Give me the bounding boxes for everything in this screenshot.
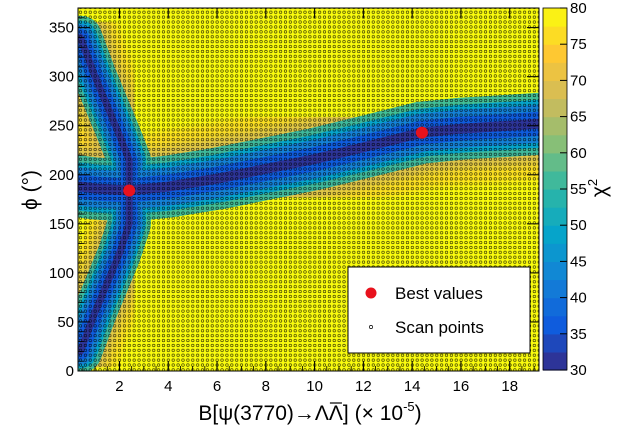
x-tick-label: 12 [355, 378, 372, 395]
colorbar-segment [543, 315, 567, 335]
colorbar-tick-label: 70 [570, 72, 587, 89]
colorbar-segment [543, 170, 567, 190]
colorbar-segment [543, 26, 567, 45]
y-tick-label: 350 [49, 20, 74, 37]
y-tick-label: 250 [49, 118, 74, 135]
y-tick-label: 200 [49, 167, 74, 184]
x-axis-title-main: B[ψ(3770)→ΛΛ] (× 10 [198, 402, 403, 425]
colorbar-segment [543, 351, 567, 371]
colorbar-tick-label: 35 [570, 326, 587, 343]
colorbar-tick-label: 45 [570, 253, 587, 270]
x-tick-label: 14 [404, 378, 421, 395]
colorbar [542, 7, 568, 371]
y-tick-label: 150 [49, 216, 74, 233]
x-tick-label: 4 [164, 378, 172, 395]
legend: Best values Scan points [347, 266, 531, 354]
colorbar-segment [543, 297, 567, 317]
x-tick-label: 10 [306, 378, 323, 395]
y-axis-title: ϕ (°) [19, 170, 42, 210]
x-tick-label: 18 [501, 378, 518, 395]
colorbar-segment [543, 80, 567, 100]
colorbar-axis: 30 35 40 45 50 55 60 65 70 75 80 [560, 0, 587, 379]
x-axis-title-close: ) [415, 402, 422, 425]
colorbar-title: χ2 [585, 179, 611, 197]
x-axis-title: B[ψ(3770)→ΛΛ] (× 10-5) [198, 399, 421, 425]
legend-best-label: Best values [395, 284, 483, 303]
colorbar-title-exponent: 2 [585, 179, 600, 186]
x-tick-label: 6 [213, 378, 221, 395]
colorbar-tick-label: 65 [570, 109, 587, 126]
colorbar-segment [543, 116, 567, 136]
legend-box [347, 266, 531, 354]
colorbar-segment [543, 134, 567, 154]
colorbar-tick-label: 80 [570, 0, 587, 17]
colorbar-tick-label: 30 [570, 362, 587, 379]
colorbar-segment [543, 98, 567, 118]
colorbar-segment [543, 207, 567, 226]
colorbar-segment [543, 152, 567, 172]
colorbar-segment [543, 333, 567, 353]
colorbar-tick-label: 75 [570, 36, 587, 53]
colorbar-segment [543, 62, 567, 81]
colorbar-segment [543, 279, 567, 299]
legend-best-marker [365, 287, 377, 299]
y-tick-label: 300 [49, 69, 74, 86]
colorbar-tick-label: 40 [570, 290, 587, 307]
y-tick-label: 0 [66, 363, 74, 380]
plot-frame [77, 7, 540, 372]
colorbar-tick-label: 50 [570, 217, 587, 234]
x-axis-title-exponent: -5 [403, 399, 415, 414]
x-axis: 2 4 6 8 10 12 14 16 18 [82, 8, 535, 395]
colorbar-segment [543, 225, 567, 244]
x-tick-label: 16 [453, 378, 470, 395]
colorbar-segment [543, 261, 567, 281]
best-values-layer [123, 126, 428, 197]
colorbar-segment [543, 189, 567, 208]
best-value-point-0 [123, 184, 136, 197]
colorbar-segment [543, 44, 567, 63]
legend-scan-label: Scan points [395, 318, 484, 337]
colorbar-title-base: χ [588, 186, 611, 197]
colorbar-tick-label: 55 [570, 181, 587, 198]
y-axis: 0 50 100 150 200 250 300 350 [49, 17, 539, 380]
colorbar-segment [543, 243, 567, 262]
best-value-point-1 [415, 126, 428, 139]
colorbar-segment [543, 8, 567, 27]
plot-area [78, 8, 539, 371]
legend-scan-marker [369, 325, 373, 329]
colorbar-tick-label: 60 [570, 145, 587, 162]
x-tick-label: 8 [262, 378, 270, 395]
x-tick-label: 2 [115, 378, 123, 395]
y-tick-label: 100 [49, 265, 74, 282]
y-tick-label: 50 [57, 314, 74, 331]
